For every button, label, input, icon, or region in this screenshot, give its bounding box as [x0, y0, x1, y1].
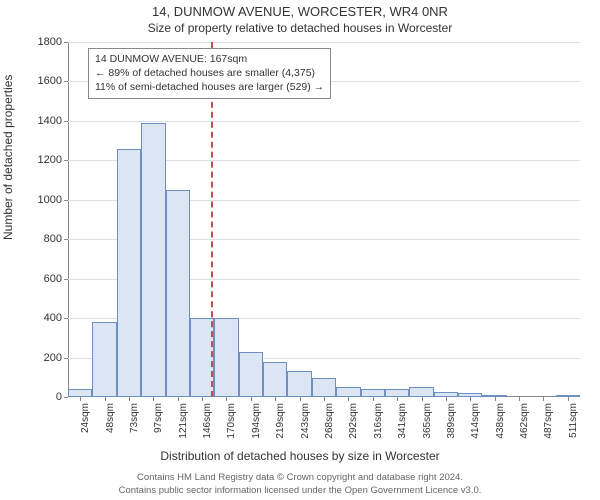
gridline — [68, 121, 580, 122]
chart-title: 14, DUNMOW AVENUE, WORCESTER, WR4 0NR — [0, 4, 600, 19]
x-tick-label: 73sqm — [129, 403, 140, 433]
y-axis-line — [68, 42, 69, 397]
histogram-bar — [214, 318, 238, 397]
annotation-line: 11% of semi-detached houses are larger (… — [95, 80, 324, 94]
x-tick-mark — [422, 397, 423, 401]
footer-credits: Contains HM Land Registry data © Crown c… — [0, 472, 600, 497]
x-tick-label: 194sqm — [251, 403, 262, 439]
x-tick-mark — [373, 397, 374, 401]
x-tick-mark — [153, 397, 154, 401]
x-tick-mark — [275, 397, 276, 401]
footer-line-1: Contains HM Land Registry data © Crown c… — [0, 472, 600, 484]
y-tick-label: 1200 — [38, 154, 68, 166]
y-tick-label: 800 — [44, 233, 68, 245]
x-tick-label: 243sqm — [300, 403, 311, 439]
footer-line-2: Contains public sector information licen… — [0, 485, 600, 497]
histogram-bar — [336, 387, 360, 397]
x-tick-label: 292sqm — [348, 403, 359, 439]
x-tick-label: 389sqm — [446, 403, 457, 439]
y-tick-label: 400 — [44, 312, 68, 324]
x-tick-mark — [324, 397, 325, 401]
plot-area: 02004006008001000120014001600180024sqm48… — [68, 42, 580, 397]
x-tick-mark — [519, 397, 520, 401]
x-tick-mark — [348, 397, 349, 401]
x-tick-label: 414sqm — [470, 403, 481, 439]
x-tick-label: 48sqm — [105, 403, 116, 433]
histogram-bar — [166, 190, 190, 397]
annotation-line: ← 89% of detached houses are smaller (4,… — [95, 66, 324, 80]
annotation-line: 14 DUNMOW AVENUE: 167sqm — [95, 52, 324, 66]
chart-subtitle: Size of property relative to detached ho… — [0, 21, 600, 35]
x-tick-label: 170sqm — [226, 403, 237, 439]
histogram-bar — [141, 123, 165, 397]
histogram-bar — [409, 387, 433, 397]
y-tick-label: 200 — [44, 352, 68, 364]
x-tick-label: 365sqm — [422, 403, 433, 439]
x-tick-label: 219sqm — [275, 403, 286, 439]
histogram-bar — [239, 352, 263, 397]
x-tick-mark — [226, 397, 227, 401]
histogram-bar — [92, 322, 116, 397]
x-tick-label: 146sqm — [202, 403, 213, 439]
histogram-bar — [263, 362, 287, 398]
histogram-bar — [68, 389, 92, 397]
gridline — [68, 42, 580, 43]
histogram-bar — [312, 378, 336, 397]
x-tick-label: 121sqm — [178, 403, 189, 439]
y-tick-label: 0 — [56, 391, 68, 403]
x-tick-mark — [446, 397, 447, 401]
x-tick-label: 24sqm — [80, 403, 91, 433]
x-tick-mark — [202, 397, 203, 401]
y-axis-label: Number of detached properties — [1, 75, 15, 240]
annotation-box: 14 DUNMOW AVENUE: 167sqm← 89% of detache… — [88, 48, 331, 99]
x-tick-mark — [397, 397, 398, 401]
chart-container: 14, DUNMOW AVENUE, WORCESTER, WR4 0NR Si… — [0, 0, 600, 500]
x-tick-label: 462sqm — [519, 403, 530, 439]
x-tick-label: 511sqm — [568, 403, 579, 438]
histogram-bar — [361, 389, 385, 397]
x-tick-label: 487sqm — [543, 403, 554, 439]
y-tick-label: 1600 — [38, 75, 68, 87]
x-tick-label: 97sqm — [153, 403, 164, 433]
x-tick-mark — [251, 397, 252, 401]
x-tick-mark — [105, 397, 106, 401]
x-tick-mark — [543, 397, 544, 401]
x-tick-mark — [568, 397, 569, 401]
histogram-bar — [117, 149, 141, 398]
x-tick-mark — [129, 397, 130, 401]
x-tick-mark — [495, 397, 496, 401]
x-axis-label: Distribution of detached houses by size … — [0, 449, 600, 463]
x-tick-label: 268sqm — [324, 403, 335, 439]
x-tick-mark — [470, 397, 471, 401]
x-tick-label: 316sqm — [373, 403, 384, 439]
x-tick-label: 438sqm — [495, 403, 506, 439]
y-tick-label: 600 — [44, 273, 68, 285]
histogram-bar — [287, 371, 311, 397]
x-tick-mark — [80, 397, 81, 401]
y-tick-label: 1800 — [38, 36, 68, 48]
x-tick-mark — [300, 397, 301, 401]
y-tick-label: 1400 — [38, 115, 68, 127]
histogram-bar — [385, 389, 409, 397]
x-tick-label: 341sqm — [397, 403, 408, 439]
y-tick-label: 1000 — [38, 194, 68, 206]
x-tick-mark — [178, 397, 179, 401]
